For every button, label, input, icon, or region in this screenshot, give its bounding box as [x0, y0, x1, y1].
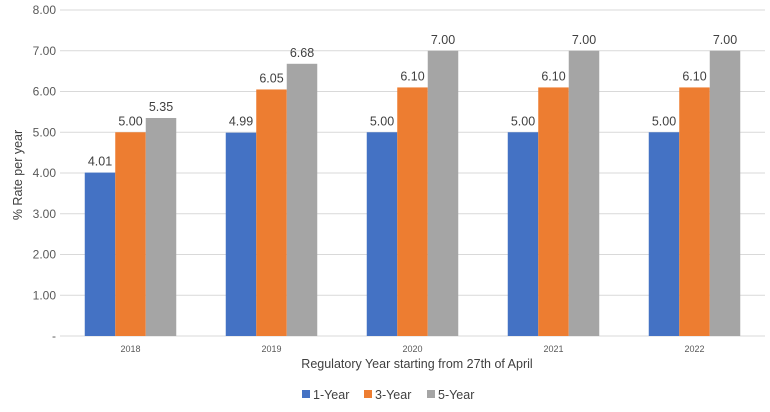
bar-1-year [648, 132, 680, 336]
legend-swatch [302, 390, 310, 398]
bar-1-year [84, 172, 116, 336]
data-label: 5.35 [149, 100, 173, 114]
bar-5-year [286, 63, 318, 336]
legend-label: 5-Year [438, 388, 474, 402]
data-label: 7.00 [572, 33, 596, 47]
bars [84, 50, 741, 337]
data-label: 6.10 [400, 69, 424, 83]
data-label: 6.10 [541, 69, 565, 83]
bar-3-year [538, 87, 569, 336]
data-label: 7.00 [713, 33, 737, 47]
data-label: 5.00 [118, 114, 142, 128]
bar-5-year [709, 50, 741, 336]
legend: 1-Year 3-Year 5-Year [302, 388, 474, 402]
data-label: 5.00 [511, 114, 535, 128]
y-tick-label: - [52, 329, 56, 343]
legend-label: 1-Year [313, 388, 349, 402]
y-axis-ticks: - 1.00 2.00 3.00 4.00 5.00 6.00 7.00 8.00 [33, 3, 57, 343]
data-label: 5.00 [370, 114, 394, 128]
y-tick-label: 2.00 [33, 248, 57, 262]
x-axis-title: Regulatory Year starting from 27th of Ap… [301, 357, 532, 371]
data-label: 6.68 [290, 46, 314, 60]
y-axis-title: % Rate per year [11, 130, 25, 220]
legend-label: 3-Year [375, 388, 411, 402]
bar-1-year [507, 132, 539, 336]
legend-swatch [427, 390, 435, 398]
bar-3-year [115, 132, 146, 336]
data-label: 4.01 [88, 155, 112, 169]
x-axis-ticks: 2018 2019 2020 2021 2022 [120, 344, 704, 354]
data-labels: 4.01 5.00 5.35 4.99 6.05 6.68 5.00 6.10 7.00 5.00… [88, 33, 737, 169]
data-label: 6.05 [259, 71, 283, 85]
y-tick-label: 1.00 [33, 288, 57, 302]
y-tick-label: 4.00 [33, 166, 57, 180]
x-tick-label: 2018 [120, 344, 140, 354]
legend-swatch [364, 390, 372, 398]
data-label: 4.99 [229, 115, 253, 129]
bar-3-year [679, 87, 710, 336]
data-label: 5.00 [652, 114, 676, 128]
x-tick-label: 2019 [261, 344, 281, 354]
y-tick-label: 8.00 [33, 3, 57, 17]
x-tick-label: 2021 [543, 344, 563, 354]
x-tick-label: 2020 [402, 344, 422, 354]
data-label: 7.00 [431, 33, 455, 47]
x-tick-label: 2022 [684, 344, 704, 354]
y-tick-label: 7.00 [33, 44, 57, 58]
y-tick-label: 3.00 [33, 207, 57, 221]
bar-5-year [568, 50, 600, 336]
y-tick-label: 6.00 [33, 85, 57, 99]
bar-1-year [366, 132, 398, 336]
bar-5-year [145, 117, 177, 336]
bar-1-year [225, 132, 257, 336]
y-tick-label: 5.00 [33, 125, 57, 139]
bar-3-year [256, 89, 287, 337]
bar-5-year [427, 50, 459, 336]
data-label: 6.10 [682, 69, 706, 83]
bar-3-year [397, 87, 428, 336]
